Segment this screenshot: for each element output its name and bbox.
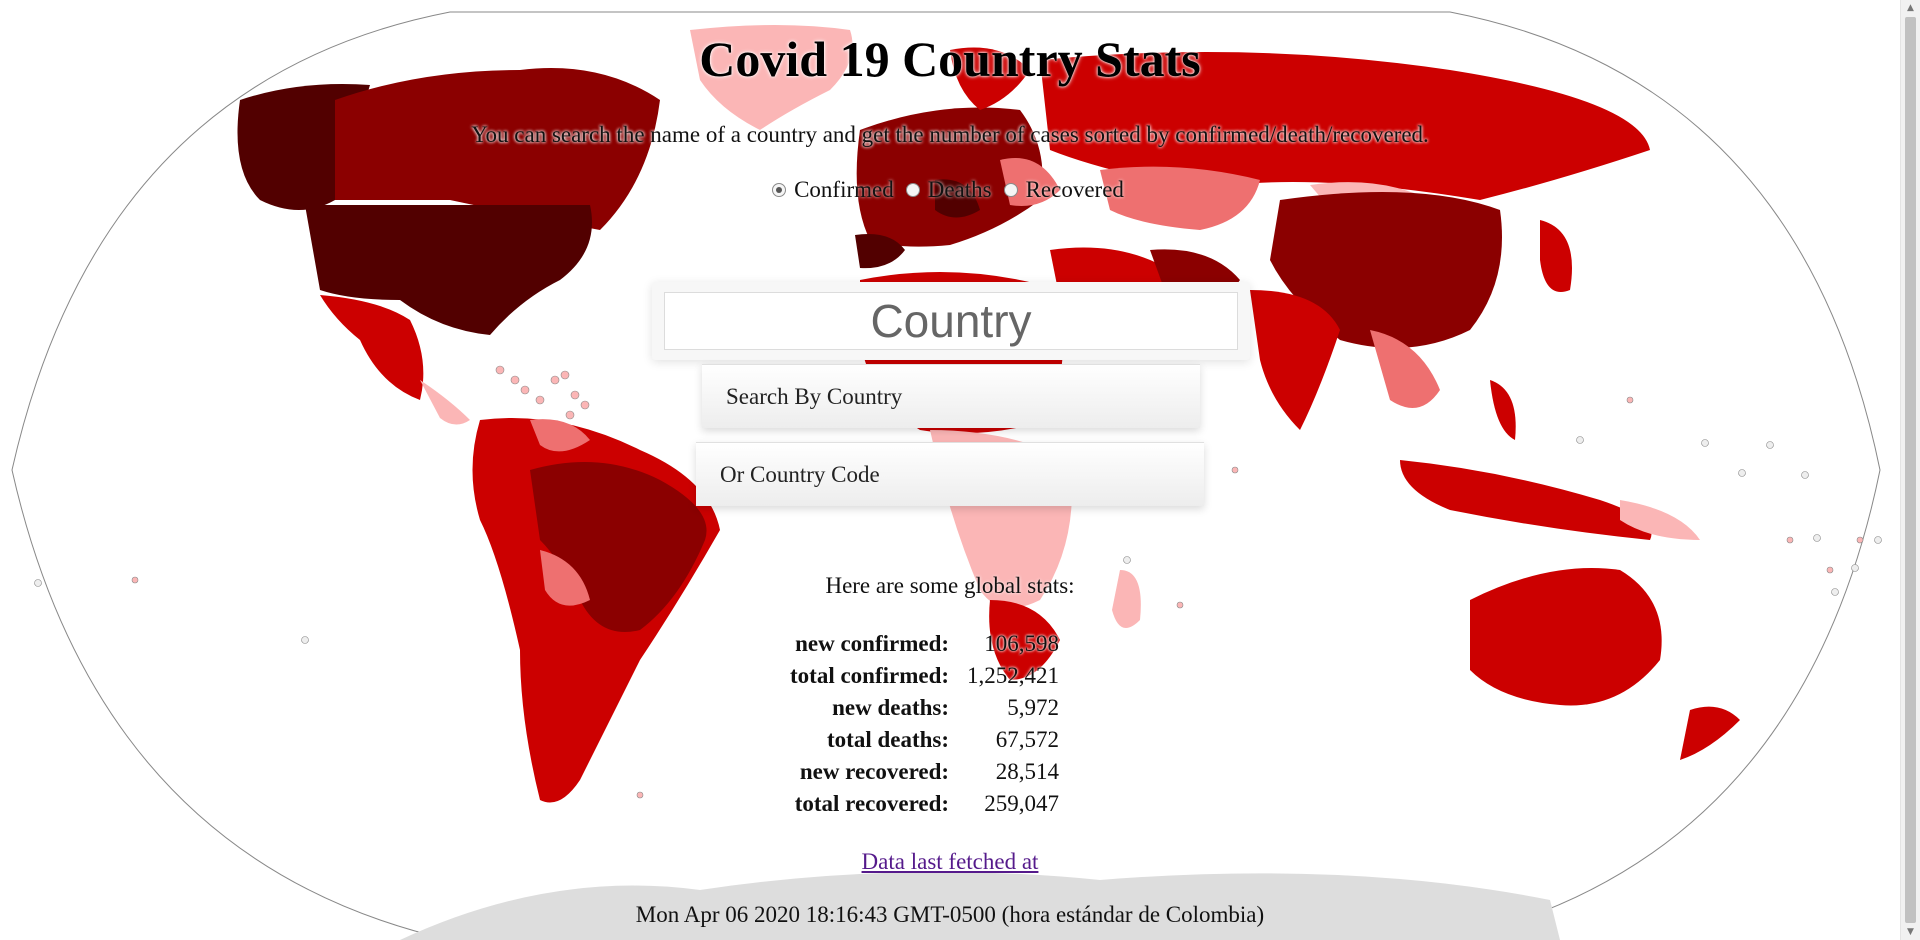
stats-row: total confirmed: 1,252,421 <box>790 660 1059 692</box>
bolivia <box>540 550 590 606</box>
mexico <box>320 295 424 400</box>
search-by-country-option[interactable]: Search By Country <box>702 364 1200 428</box>
china <box>1270 192 1502 348</box>
stats-label: new recovered: <box>799 759 950 784</box>
stats-label: total confirmed: <box>790 663 950 688</box>
radio-recovered-label: Recovered <box>1025 177 1124 202</box>
search-by-code-option[interactable]: Or Country Code <box>696 442 1204 506</box>
stats-row: new confirmed: 106,598 <box>790 628 1059 660</box>
south-africa <box>989 600 1060 680</box>
australia <box>1470 568 1662 706</box>
radio-deaths[interactable]: Deaths <box>905 177 992 203</box>
stats-row: total recovered: 259,047 <box>790 788 1059 820</box>
scroll-up-icon[interactable]: ▲ <box>1907 3 1914 13</box>
stats-value: 1,252,421 <box>967 663 1060 688</box>
radio-recovered[interactable]: Recovered <box>1003 177 1124 203</box>
data-fetched-link-wrap: Data last fetched at <box>0 849 1900 875</box>
stats-row: new recovered: 28,514 <box>790 756 1059 788</box>
vertical-scrollbar[interactable]: ▲ ▼ <box>1900 0 1920 940</box>
europe <box>856 107 1043 247</box>
fetched-timestamp: Mon Apr 06 2020 18:16:43 GMT-0500 (hora … <box>635 902 1265 927</box>
central-america <box>420 380 470 425</box>
page-title: Covid 19 Country Stats <box>699 31 1201 87</box>
stats-label: total deaths: <box>827 727 950 752</box>
indonesia <box>1400 460 1652 540</box>
brazil <box>530 462 707 632</box>
country-search-input[interactable] <box>664 292 1238 350</box>
island-markers <box>131 365 1864 799</box>
stats-value: 106,598 <box>984 631 1060 656</box>
global-stats-table: new confirmed: 106,598 total confirmed: … <box>790 628 1059 820</box>
russia <box>1040 52 1650 200</box>
search-container <box>652 282 1250 360</box>
antarctica <box>400 872 1560 940</box>
stats-value: 28,514 <box>995 759 1060 784</box>
stats-value: 5,972 <box>1007 695 1060 720</box>
southeast-asia <box>1370 330 1440 408</box>
island-markers-gray <box>34 436 1882 644</box>
new-zealand <box>1680 706 1740 760</box>
radio-confirmed-dot[interactable] <box>772 183 787 197</box>
radio-deaths-dot[interactable] <box>905 183 920 197</box>
central-europe <box>935 179 980 218</box>
sort-radio-group: Confirmed Deaths Recovered <box>0 177 1900 203</box>
scandinavia <box>950 47 1030 110</box>
stats-value: 259,047 <box>984 791 1060 816</box>
papua <box>1620 500 1700 540</box>
canada <box>335 68 660 230</box>
global-stats-heading: Here are some global stats: <box>825 573 1075 598</box>
radio-confirmed[interactable]: Confirmed <box>772 177 894 203</box>
radio-deaths-label: Deaths <box>927 177 992 202</box>
stats-label: new deaths: <box>832 695 950 720</box>
philippines <box>1490 380 1516 440</box>
usa <box>305 205 592 335</box>
india <box>1250 290 1340 430</box>
stats-value: 67,572 <box>995 727 1060 752</box>
radio-confirmed-label: Confirmed <box>794 177 894 202</box>
japan <box>1540 220 1572 292</box>
stats-row: new deaths: 5,972 <box>790 692 1059 724</box>
kazakhstan <box>1100 166 1260 230</box>
radio-recovered-dot[interactable] <box>1003 183 1018 197</box>
scrollbar-thumb[interactable] <box>1905 17 1916 923</box>
data-fetched-link[interactable]: Data last fetched at <box>861 849 1039 874</box>
stats-row: total deaths: 67,572 <box>790 724 1059 756</box>
greenland <box>690 25 853 130</box>
scroll-down-icon[interactable]: ▼ <box>1907 927 1914 937</box>
page-subtitle: You can search the name of a country and… <box>471 122 1429 147</box>
spain <box>855 234 905 269</box>
stats-label: new confirmed: <box>795 631 950 656</box>
venezuela <box>530 419 590 452</box>
madagascar <box>1112 570 1141 628</box>
stats-label: total recovered: <box>794 791 950 816</box>
